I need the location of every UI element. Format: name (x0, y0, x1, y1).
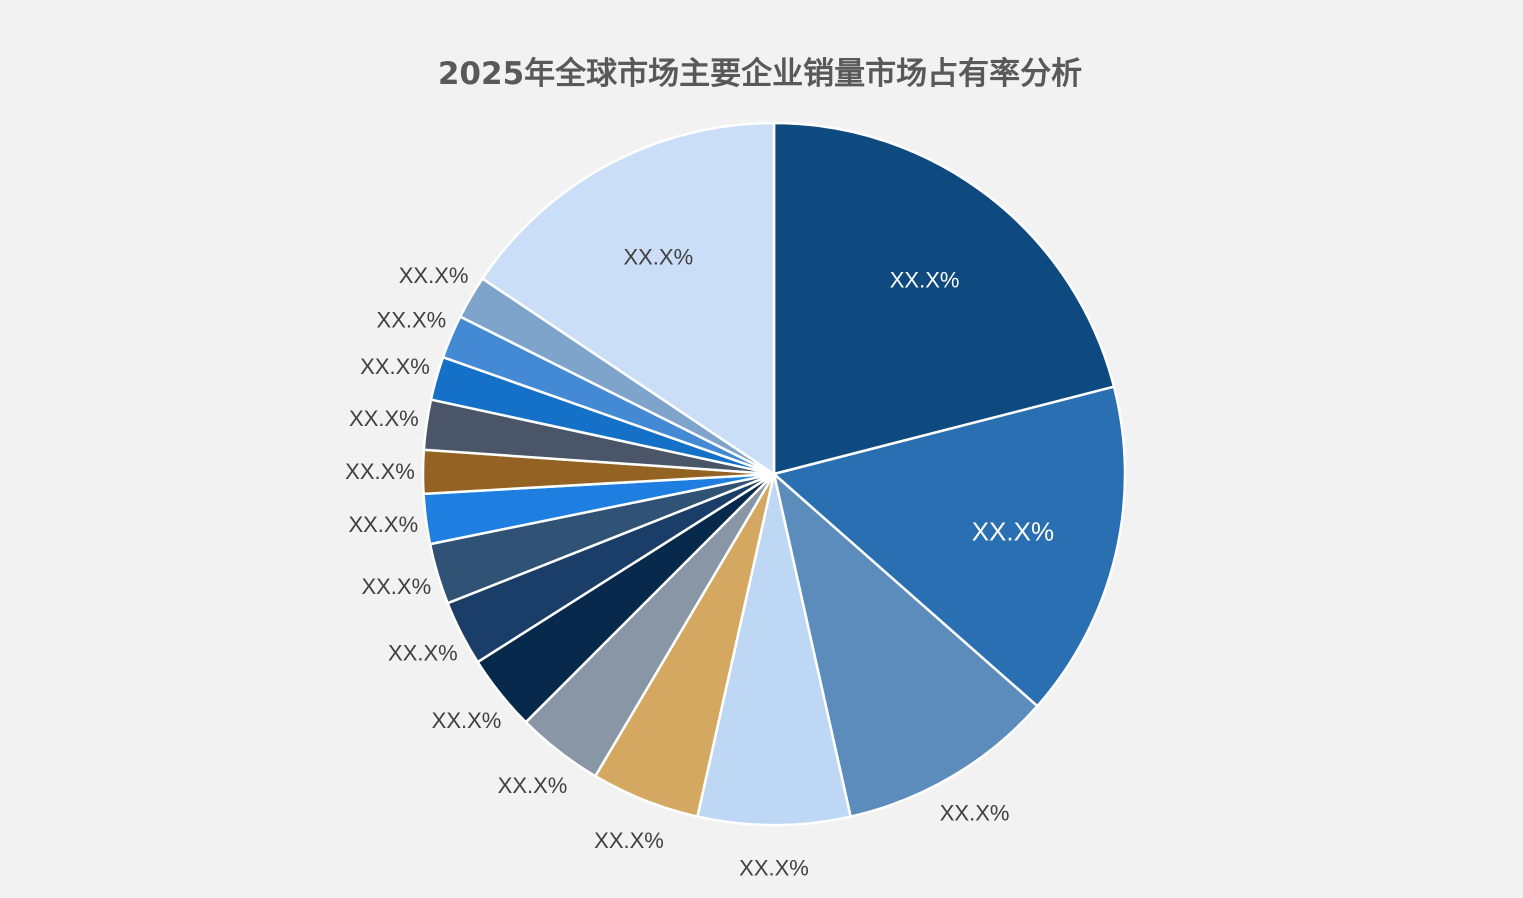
pie-slice-2 (772, 385, 1127, 708)
pie-slice-label-1: XX.X% (890, 267, 960, 292)
pie-slice-label-14: XX.X% (377, 307, 447, 332)
pie-slice-label-5: XX.X% (594, 828, 664, 853)
pie-slice-label-6: XX.X% (498, 773, 568, 798)
pie-slice-label-10: XX.X% (348, 512, 418, 537)
pie-slice-label-2: XX.X% (972, 516, 1054, 546)
pie-slice-label-15: XX.X% (399, 263, 469, 288)
pie-slice-label-4: XX.X% (739, 856, 809, 881)
pie-slice-16 (481, 121, 776, 476)
pie-slice-label-13: XX.X% (360, 354, 430, 379)
pie-slice-label-11: XX.X% (345, 459, 415, 484)
pie-slice-label-9: XX.X% (361, 574, 431, 599)
chart-title: 2025年全球市场主要企业销量市场占有率分析 (437, 56, 1083, 92)
pie-slice-4 (696, 472, 852, 827)
pie-slice-label-12: XX.X% (349, 406, 419, 431)
pie-slice-label-7: XX.X% (432, 708, 502, 733)
pie-slice-1 (772, 121, 1116, 476)
pie-slices (421, 121, 1127, 827)
pie-labels: XX.X% XX.X% XX.X% XX.X% XX.X% XX.X% XX.X% XX.X%… (345, 245, 1054, 881)
pie-slice-label-3: XX.X% (940, 801, 1010, 826)
pie-slice-label-8: XX.X% (388, 640, 458, 665)
pie-slice-label-16: XX.X% (623, 245, 693, 270)
pie-slice-3 (772, 472, 1039, 818)
